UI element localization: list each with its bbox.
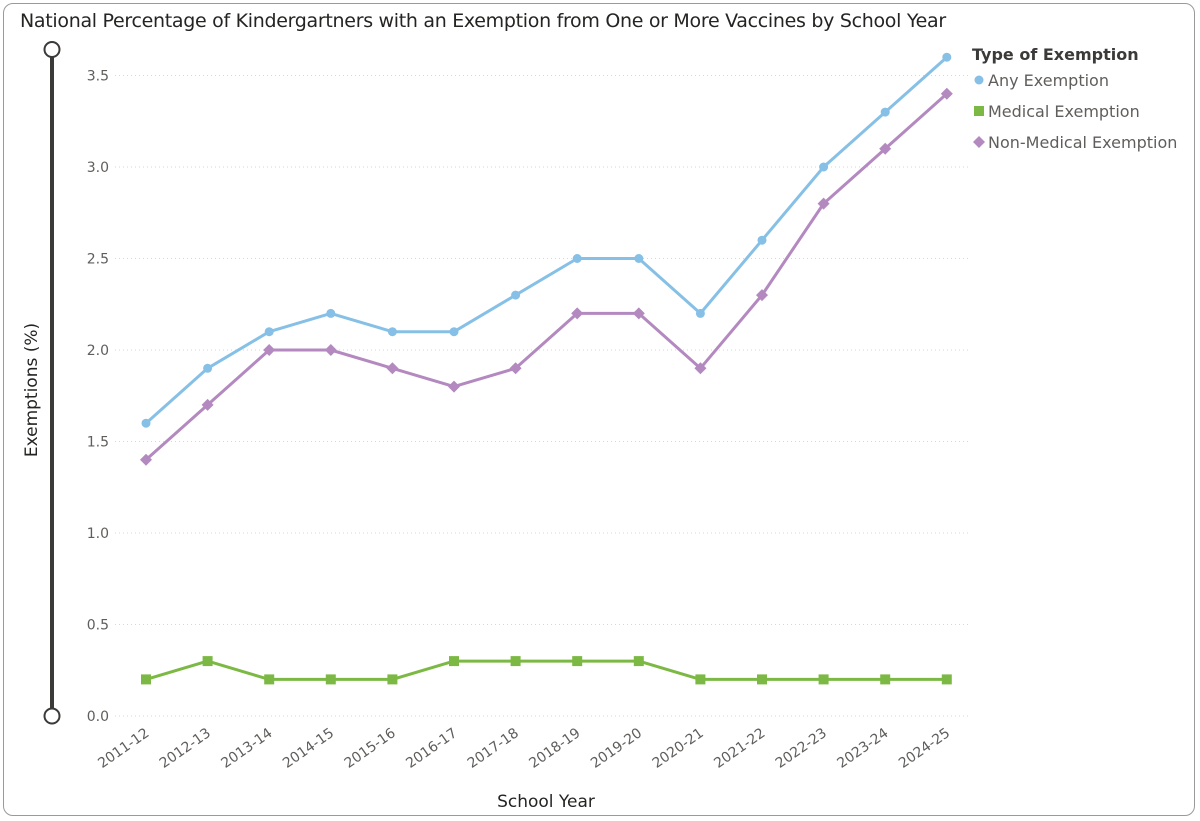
data-point-any-exemption	[634, 254, 644, 263]
x-tick-label: 2013-14	[218, 725, 275, 772]
gridlines	[115, 75, 970, 717]
y-tick-label: 3.0	[87, 160, 109, 176]
data-point-non-medical-exemption	[263, 344, 276, 356]
x-axis-ticks: 2011-12 2012-13 2013-14 2014-15 2015-16 2016-…	[95, 725, 953, 772]
data-point-non-medical-exemption	[386, 362, 399, 375]
data-point-medical-exemption	[695, 674, 706, 685]
data-point-any-exemption	[387, 327, 397, 337]
legend-marker-medical-exemption	[974, 106, 984, 116]
y-tick-label: 1.0	[87, 526, 109, 542]
data-point-non-medical-exemption	[571, 307, 584, 320]
y-axis-ticks: 0.0 0.5 1.0 1.5 2.0 2.5 3.0 3.5	[87, 69, 109, 726]
legend-label: Non-Medical Exemption	[988, 133, 1177, 152]
series-lines	[145, 56, 948, 681]
data-point-medical-exemption	[202, 656, 213, 667]
data-point-non-medical-exemption	[879, 142, 892, 155]
y-tick-label: 0.5	[87, 618, 109, 634]
legend: Type of Exemption Any Exemption Medical Ex…	[972, 45, 1177, 152]
legend-item-any-exemption[interactable]: Any Exemption	[974, 71, 1109, 90]
data-point-non-medical-exemption	[509, 362, 522, 375]
data-point-any-exemption	[264, 327, 274, 337]
data-point-medical-exemption	[141, 674, 151, 685]
data-point-non-medical-exemption	[756, 289, 768, 302]
data-point-medical-exemption	[880, 674, 891, 685]
slider-handle-top[interactable]	[43, 41, 61, 58]
y-axis-title: Exemptions (%)	[22, 323, 42, 457]
data-point-non-medical-exemption	[324, 344, 337, 356]
y-axis-range-slider[interactable]	[43, 41, 61, 725]
data-point-medical-exemption	[264, 674, 275, 685]
legend-title: Type of Exemption	[972, 45, 1139, 64]
data-point-non-medical-exemption	[694, 362, 707, 375]
x-tick-label: 2015-16	[342, 725, 399, 772]
slider-handle-bottom[interactable]	[43, 707, 61, 725]
data-point-medical-exemption	[941, 674, 952, 685]
data-point-any-exemption	[695, 308, 705, 318]
data-point-medical-exemption	[633, 656, 644, 667]
x-tick-label: 2024-25	[896, 725, 953, 772]
x-tick-label: 2023-24	[834, 725, 891, 772]
data-point-any-exemption	[880, 107, 890, 117]
x-tick-label: 2016-17	[403, 725, 460, 772]
series-markers	[140, 52, 953, 685]
data-point-non-medical-exemption	[817, 197, 830, 210]
legend-marker-non-medical-exemption	[973, 136, 985, 148]
data-point-non-medical-exemption	[940, 87, 953, 100]
y-tick-label: 3.5	[87, 69, 109, 85]
data-point-medical-exemption	[818, 674, 829, 685]
series-line-any-exemption	[145, 56, 948, 425]
y-tick-label: 1.5	[87, 435, 109, 451]
data-point-medical-exemption	[325, 674, 336, 685]
legend-label: Any Exemption	[988, 71, 1109, 90]
chart-title: National Percentage of Kindergartners wi…	[20, 10, 946, 32]
data-point-non-medical-exemption	[448, 380, 460, 393]
data-point-any-exemption	[326, 308, 336, 318]
x-axis-title: School Year	[497, 792, 595, 812]
x-tick-label: 2012-13	[157, 725, 214, 772]
x-tick-label: 2017-18	[465, 725, 522, 772]
data-point-non-medical-exemption	[201, 398, 214, 411]
data-point-medical-exemption	[449, 656, 459, 667]
data-point-medical-exemption	[510, 656, 521, 667]
x-tick-label: 2018-19	[526, 725, 583, 772]
y-tick-label: 2.0	[87, 343, 109, 359]
x-tick-label: 2011-12	[95, 725, 152, 772]
series-line-non-medical-exemption	[145, 92, 948, 461]
x-tick-label: 2021-22	[711, 725, 768, 772]
legend-label: Medical Exemption	[988, 102, 1140, 121]
data-point-non-medical-exemption	[632, 307, 645, 320]
legend-item-non-medical-exemption[interactable]: Non-Medical Exemption	[973, 133, 1177, 152]
data-point-medical-exemption	[572, 656, 583, 667]
data-point-any-exemption	[203, 363, 213, 373]
x-tick-label: 2014-15	[280, 725, 337, 772]
data-point-any-exemption	[942, 52, 952, 62]
legend-item-medical-exemption[interactable]: Medical Exemption	[974, 102, 1140, 121]
y-tick-label: 2.5	[87, 252, 109, 268]
x-tick-label: 2022-23	[773, 725, 830, 772]
data-point-any-exemption	[449, 327, 459, 337]
data-point-medical-exemption	[757, 674, 767, 685]
y-tick-label: 0.0	[87, 709, 109, 725]
data-point-any-exemption	[572, 254, 582, 263]
data-point-non-medical-exemption	[140, 453, 152, 466]
data-point-medical-exemption	[387, 674, 398, 685]
x-tick-label: 2019-20	[588, 725, 645, 772]
data-point-any-exemption	[757, 235, 767, 245]
series-line-medical-exemption	[145, 659, 947, 681]
data-point-any-exemption	[141, 418, 151, 428]
legend-marker-any-exemption	[974, 75, 984, 85]
x-tick-label: 2020-21	[650, 725, 707, 772]
data-point-any-exemption	[819, 162, 829, 172]
data-point-any-exemption	[511, 290, 521, 300]
